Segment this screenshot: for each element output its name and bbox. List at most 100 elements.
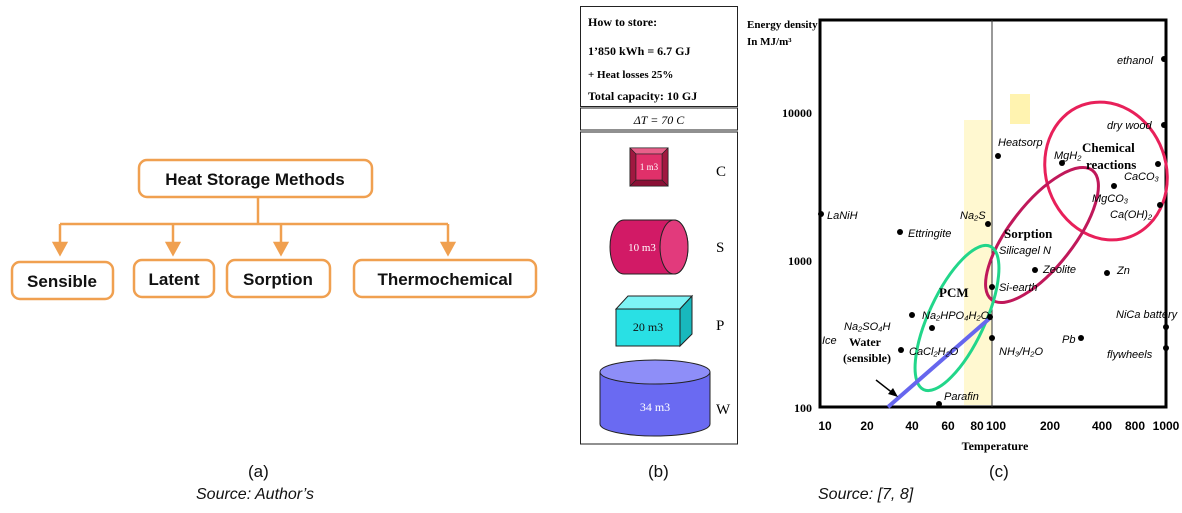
point-flywheels	[1163, 345, 1169, 351]
y-tick-100: 100	[794, 401, 812, 415]
storage-header-box: How to store: 1’850 kWh = 6.7 GJ + Heat …	[580, 6, 738, 107]
svg-text:34 m3: 34 m3	[640, 400, 670, 414]
point-dry-wood	[1161, 122, 1167, 128]
panel-a-diagram: Heat Storage Methods Sensible Latent Sor…	[10, 158, 538, 301]
x-tick-10: 10	[818, 419, 832, 433]
point-ettringite	[897, 229, 903, 235]
pcm-band	[964, 120, 992, 405]
panel-c-chart: Energy density In MJ/m³ 10000 1000 100 1…	[747, 18, 1180, 453]
point-caco3	[1155, 161, 1161, 167]
x-tick-100: 100	[986, 419, 1006, 433]
source-c: Source: [7, 8]	[818, 486, 914, 503]
chemical-label-2: reactions	[1086, 157, 1136, 172]
svg-text:1 m3: 1 m3	[640, 162, 659, 172]
y-tick-10000: 10000	[782, 106, 812, 120]
chemical-label-1: Chemical	[1082, 140, 1135, 155]
node-latent: Latent	[132, 258, 216, 299]
svg-text:How to store:: How to store:	[588, 15, 657, 29]
letter-s: S	[716, 240, 724, 256]
point-zn	[1104, 270, 1110, 276]
svg-text:Sensible: Sensible	[27, 272, 97, 291]
point-heatsorp	[995, 153, 1001, 159]
label-na2so4h: Na₂SO₄H	[844, 321, 891, 333]
point-na2hpo4	[987, 314, 993, 320]
pcm-label: PCM	[939, 285, 969, 300]
sorption-region	[984, 165, 1100, 305]
label-parafin: Parafin	[944, 391, 979, 403]
letter-p: P	[716, 318, 724, 334]
point-si-earth	[989, 284, 995, 290]
shape-s-10m3: 10 m3	[609, 219, 689, 275]
point-mgco3	[1111, 183, 1117, 189]
node-sensible: Sensible	[10, 260, 115, 301]
label-ethanol: ethanol	[1117, 55, 1154, 67]
label-ettringite: Ettringite	[908, 228, 951, 240]
shape-w-34m3: 34 m3	[599, 359, 711, 437]
caption-b: (b)	[648, 462, 669, 481]
source-a: Source: Author’s	[196, 486, 314, 503]
svg-text:ΔT = 70 C: ΔT = 70 C	[633, 113, 686, 127]
node-heat-storage-methods: Heat Storage Methods	[137, 158, 374, 199]
label-lanih: LaNiH	[827, 210, 858, 222]
x-axis-title: Temperature	[962, 439, 1029, 453]
point-parafin	[936, 401, 942, 407]
point-na2so4h	[909, 312, 915, 318]
x-tick-200: 200	[1040, 419, 1060, 433]
water-label-2: (sensible)	[843, 351, 891, 365]
label-mgh2: MgH₂	[1054, 150, 1082, 162]
svg-text:Latent: Latent	[149, 270, 200, 289]
svg-text:Sorption: Sorption	[243, 270, 313, 289]
shape-p-20m3: 20 m3	[614, 294, 694, 348]
svg-text:+ Heat losses 25%: + Heat losses 25%	[588, 69, 673, 81]
label-dry-wood: dry wood	[1107, 120, 1153, 132]
letter-w: W	[716, 402, 731, 418]
x-tick-80: 80	[970, 419, 984, 433]
point-ethanol	[1161, 56, 1167, 62]
point-lanih	[818, 211, 824, 217]
point-cacl2	[929, 325, 935, 331]
point-cacl2b	[898, 347, 904, 353]
point-na2s	[985, 221, 991, 227]
label-pb: Pb	[1062, 334, 1075, 346]
label-cacl2: CaCl₂H₂O	[909, 346, 959, 358]
x-tick-800: 800	[1125, 419, 1145, 433]
label-nh3: NH₃/H₂O	[999, 346, 1043, 358]
plot-area	[818, 18, 1168, 409]
svg-text:20 m3: 20 m3	[633, 320, 663, 334]
delta-t-box: ΔT = 70 C	[580, 107, 738, 131]
water-sensible-line	[886, 316, 992, 409]
label-zn: Zn	[1116, 265, 1130, 277]
point-nica	[1163, 324, 1169, 330]
label-caco3: CaCO₃	[1124, 171, 1160, 183]
label-mgco3: MgCO₃	[1092, 193, 1129, 205]
svg-text:Thermochemical: Thermochemical	[377, 270, 512, 289]
point-pb	[1078, 335, 1084, 341]
svg-text:Heat Storage Methods: Heat Storage Methods	[165, 170, 344, 189]
data-points: ethanol dry wood Heatsorp MgH₂ CaCO₃ MgC…	[818, 55, 1179, 407]
y-tick-1000: 1000	[788, 254, 812, 268]
y-axis-title-2: In MJ/m³	[747, 36, 792, 48]
sorption-label: Sorption	[1004, 226, 1053, 241]
pcm-region	[913, 243, 1001, 393]
y-axis-title-1: Energy density	[747, 19, 818, 31]
node-sorption: Sorption	[225, 258, 332, 299]
x-tick-400: 400	[1092, 419, 1112, 433]
label-flywheels: flywheels	[1107, 349, 1153, 361]
svg-text:10 m3: 10 m3	[628, 242, 656, 254]
label-nica: NiCa battery	[1116, 309, 1179, 321]
label-silicagel: Silicagel N	[999, 245, 1051, 257]
label-na2s: Na₂S	[960, 210, 986, 222]
point-caoh2	[1157, 202, 1163, 208]
shape-c-1m3: 1 m3	[629, 147, 669, 187]
svg-text:1’850 kWh = 6.7 GJ: 1’850 kWh = 6.7 GJ	[588, 44, 691, 58]
svg-text:Total capacity: 10 GJ: Total capacity: 10 GJ	[588, 89, 697, 103]
water-arrow-head	[888, 388, 898, 397]
label-na2hpo4: Na₂HPO₄H₂O	[922, 310, 990, 322]
x-tick-1000: 1000	[1153, 419, 1180, 433]
panel-b-diagram: How to store: 1’850 kWh = 6.7 GJ + Heat …	[580, 6, 738, 445]
chemical-reactions-region	[1043, 100, 1169, 242]
point-zeolite	[1032, 267, 1038, 273]
pcm-band-top	[1010, 94, 1030, 124]
caption-a: (a)	[248, 462, 269, 481]
label-zeolite: Zeolite	[1042, 264, 1076, 276]
